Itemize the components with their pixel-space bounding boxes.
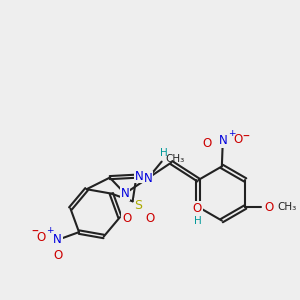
Text: +: + (46, 226, 54, 235)
Text: –: – (243, 130, 250, 143)
Text: H: H (160, 148, 167, 158)
Text: N: N (218, 134, 227, 147)
Text: N: N (135, 170, 144, 183)
Text: O: O (53, 249, 62, 262)
Text: O: O (264, 200, 273, 214)
Text: O: O (37, 231, 46, 244)
Text: O: O (193, 202, 202, 214)
Text: H: H (194, 216, 201, 226)
Text: S: S (134, 199, 142, 212)
Text: O: O (203, 137, 212, 150)
Text: CH₃: CH₃ (166, 154, 185, 164)
Text: O: O (234, 133, 243, 146)
Text: N: N (144, 172, 152, 184)
Text: N: N (53, 233, 62, 246)
Text: O: O (146, 212, 154, 225)
Text: O: O (122, 212, 131, 225)
Text: N: N (121, 187, 129, 200)
Text: –: – (31, 225, 38, 239)
Text: CH₃: CH₃ (277, 202, 296, 212)
Text: +: + (228, 129, 235, 138)
